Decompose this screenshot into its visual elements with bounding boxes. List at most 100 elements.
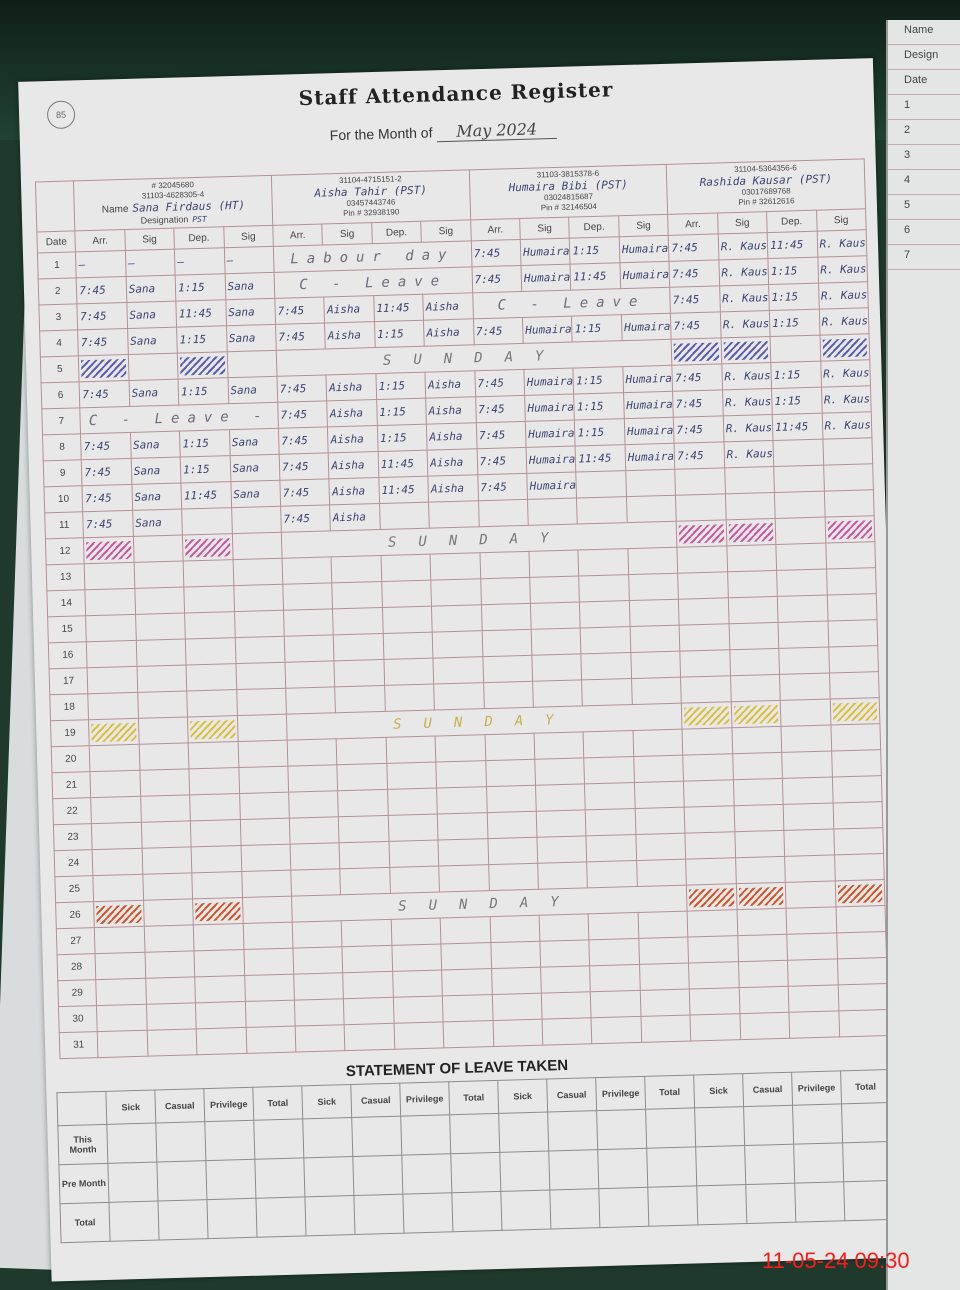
signature-cell — [142, 872, 193, 901]
date-cell: 10 — [43, 485, 84, 513]
signature-cell — [629, 599, 680, 627]
signature-cell: R. Kausar — [722, 414, 774, 442]
time-cell — [782, 776, 833, 805]
column-header: Dep. — [569, 215, 620, 239]
time-cell — [490, 941, 541, 969]
date-cell: 3 — [38, 303, 78, 331]
time-cell — [485, 759, 536, 787]
time-cell — [96, 978, 147, 1006]
signature-cell: Sana — [225, 298, 276, 326]
signature-cell — [145, 976, 196, 1005]
signature-cell — [141, 820, 192, 849]
attendance-table: # 32045680 31103-4628305-4 Name Sana Firdau… — [35, 158, 889, 1059]
signature-cell: — — [125, 249, 176, 277]
shaded-cell — [671, 337, 722, 366]
signature-cell — [340, 867, 391, 895]
signature-cell — [430, 578, 482, 607]
time-cell — [193, 923, 244, 951]
time-cell: 11:45 — [575, 444, 626, 473]
signature-cell — [245, 1026, 296, 1054]
time-cell: 7:45 — [76, 276, 127, 304]
shaded-cell — [681, 701, 732, 730]
time-cell: 7:45 — [476, 447, 527, 475]
signature-cell: R. Kausar — [720, 310, 771, 338]
signature-cell — [636, 859, 687, 887]
signature-cell: Humaira — [619, 235, 670, 263]
time-cell — [183, 585, 235, 613]
time-cell — [86, 640, 137, 668]
signature-cell — [242, 922, 293, 950]
leave-table: Sick Casual Privilege Total Sick Casual Privil… — [56, 1069, 894, 1243]
time-cell: 1:15 — [574, 418, 625, 447]
leave-column-header: Casual — [154, 1088, 205, 1123]
signature-cell — [339, 841, 390, 869]
shaded-cell — [143, 898, 194, 927]
time-cell — [586, 834, 637, 862]
signature-cell — [241, 870, 292, 898]
time-cell — [188, 741, 239, 769]
signature-cell — [629, 625, 681, 653]
time-cell: 7:45 — [81, 458, 132, 486]
date-cell: 11 — [44, 511, 84, 539]
designation-label: Designation — [140, 214, 189, 226]
time-cell — [784, 854, 835, 883]
signature-cell — [728, 596, 779, 624]
signature-cell: Sana — [131, 483, 182, 511]
time-cell — [284, 634, 335, 663]
time-cell — [680, 649, 731, 678]
time-cell — [591, 1016, 642, 1044]
leave-cell — [499, 1151, 550, 1192]
column-header: Arr. — [470, 218, 521, 241]
signature-cell — [333, 633, 384, 661]
signature-cell — [638, 937, 689, 965]
time-cell — [195, 1001, 246, 1029]
shaded-cell — [242, 896, 293, 924]
signature-cell — [428, 500, 479, 529]
time-cell — [779, 673, 830, 701]
time-cell — [381, 580, 432, 608]
time-cell — [292, 946, 344, 975]
shaded-cell — [829, 697, 880, 726]
signature-cell: Humaira — [522, 316, 573, 344]
signature-cell — [234, 636, 285, 664]
time-cell: 11:45 — [377, 450, 429, 478]
signature-cell — [826, 593, 878, 622]
signature-cell — [438, 864, 490, 892]
signature-cell — [828, 645, 879, 674]
time-cell — [183, 559, 234, 588]
signature-cell — [635, 807, 686, 835]
signature-cell: R. Kausar — [817, 255, 868, 284]
signature-cell — [332, 607, 383, 635]
leave-column-header: Total — [252, 1085, 303, 1121]
signature-cell — [635, 833, 686, 861]
leave-cell — [205, 1159, 256, 1200]
right-page-label: Design — [888, 45, 960, 70]
signature-cell: Sana — [224, 272, 275, 300]
time-cell — [389, 865, 440, 894]
time-cell: 7:45 — [279, 452, 330, 481]
shaded-cell — [725, 518, 776, 546]
signature-cell — [833, 827, 884, 855]
signature-cell — [336, 737, 387, 765]
time-cell: 1:15 — [375, 372, 426, 400]
time-cell: 1:15 — [176, 325, 227, 354]
time-cell: 1:15 — [376, 398, 427, 426]
sunday-shade — [689, 887, 735, 908]
signature-cell — [727, 570, 778, 598]
signature-cell — [134, 587, 185, 615]
time-cell: 7:45 — [276, 374, 328, 403]
signature-cell — [837, 983, 888, 1011]
time-cell — [583, 730, 634, 758]
signature-cell — [733, 778, 784, 806]
shaded-cell — [770, 335, 821, 363]
signature-cell: Humaira — [525, 420, 576, 448]
time-cell — [679, 623, 730, 652]
signature-cell — [146, 1002, 197, 1031]
time-cell: 1:15 — [180, 455, 231, 484]
signature-cell — [831, 775, 883, 803]
signature-cell: R. Kausar — [820, 359, 871, 388]
signature-cell: Sana — [226, 324, 277, 352]
time-cell — [282, 582, 333, 611]
time-cell — [678, 597, 729, 626]
signature-cell: Humaira — [520, 238, 571, 266]
